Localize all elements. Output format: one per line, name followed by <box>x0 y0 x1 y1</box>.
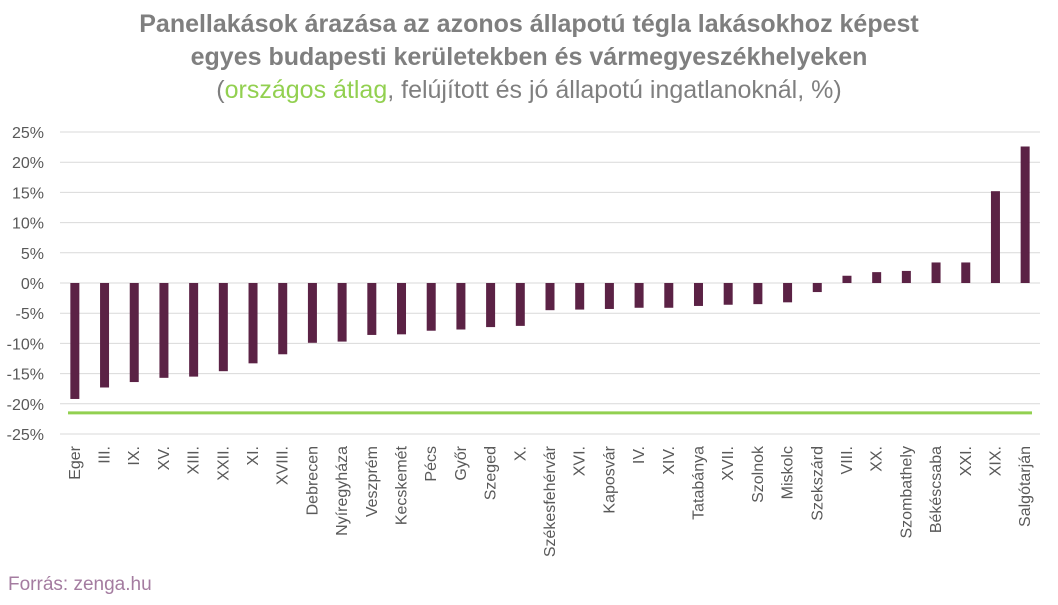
source-note: Forrás: zenga.hu <box>8 574 152 595</box>
bar <box>604 283 614 309</box>
x-tick-label: Szolnok <box>750 445 767 503</box>
subtitle-average-label: országos átlag <box>224 76 388 104</box>
bar <box>783 283 793 303</box>
bar <box>248 283 258 364</box>
x-tick-label: Eger <box>67 445 84 479</box>
bar <box>1020 146 1030 283</box>
bar <box>218 283 228 372</box>
x-tick-label: XIX. <box>987 446 1004 476</box>
x-tick-label: Pécs <box>423 446 440 482</box>
x-tick-label: XXI. <box>958 446 975 476</box>
y-tick-label: 20% <box>12 155 44 172</box>
y-tick-label: 5% <box>21 246 44 263</box>
y-tick-label: 0% <box>21 276 44 293</box>
x-tick-label: Miskolc <box>780 446 797 499</box>
x-tick-label: XIII. <box>186 446 203 474</box>
x-tick-label: XIV. <box>661 446 678 475</box>
y-tick-label: -15% <box>7 367 44 384</box>
x-tick-label: VIII. <box>839 446 856 474</box>
x-tick-label: XV. <box>156 446 173 470</box>
x-tick-label: Szekszárd <box>809 446 826 521</box>
x-tick-label: Debrecen <box>304 446 321 515</box>
x-tick-label: Veszprém <box>364 446 381 517</box>
x-tick-label: XVI. <box>572 446 589 476</box>
bar <box>397 283 407 335</box>
bar <box>990 191 1000 283</box>
bar <box>664 283 674 308</box>
x-tick-label: IV. <box>631 446 648 464</box>
bar <box>189 283 199 377</box>
x-tick-label: Békéscsaba <box>928 446 945 533</box>
x-tick-label: XVIII. <box>275 446 292 485</box>
y-tick-label: 25% <box>12 125 44 142</box>
bar <box>545 283 555 311</box>
y-tick-label: -5% <box>16 306 44 323</box>
x-tick-label: Győr <box>453 445 470 480</box>
x-tick-label: X. <box>512 446 529 461</box>
bar <box>278 283 288 355</box>
bar <box>723 283 733 305</box>
x-tick-label: Szeged <box>483 446 500 500</box>
subtitle-rest: , felújított és jó állapotú ingatlanokná… <box>387 76 842 104</box>
bar <box>575 283 585 310</box>
chart-title-line1: Panellakások árazása az azonos állapotú … <box>139 10 919 38</box>
chart-title: Panellakások árazása az azonos állapotú … <box>0 8 1058 107</box>
bar <box>337 283 347 342</box>
x-tick-label: XI. <box>245 446 262 466</box>
bar <box>486 283 496 328</box>
x-tick-label: Salgótarján <box>1017 446 1034 527</box>
x-tick-label: Székesfehérvár <box>542 445 559 557</box>
x-tick-label: Tatabánya <box>690 446 707 520</box>
y-tick-label: 10% <box>12 216 44 233</box>
y-tick-label: -10% <box>7 336 44 353</box>
y-tick-label: 15% <box>12 185 44 202</box>
x-tick-label: XXII. <box>215 446 232 481</box>
bar <box>307 283 317 343</box>
bar <box>515 283 525 326</box>
bar <box>367 283 377 335</box>
bar <box>842 275 852 283</box>
bar <box>961 262 971 283</box>
bar <box>159 283 169 378</box>
bar <box>100 283 110 388</box>
x-tick-label: Nyíregyháza <box>334 446 351 536</box>
chart-title-line2: egyes budapesti kerületekben és vármegye… <box>190 43 868 71</box>
bar <box>129 283 139 383</box>
bar <box>901 270 911 283</box>
y-tick-label: -25% <box>7 427 44 444</box>
chart-subtitle: (országos átlag, felújított és jó állapo… <box>0 74 1058 107</box>
bar <box>931 262 941 283</box>
bar <box>693 283 703 306</box>
bar <box>70 283 80 399</box>
x-tick-label: Szombathely <box>898 446 915 539</box>
bar <box>456 283 466 330</box>
subtitle-open: ( <box>216 76 225 104</box>
y-tick-label: -20% <box>7 397 44 414</box>
x-tick-label: IX. <box>126 446 143 466</box>
bar <box>753 283 763 305</box>
x-tick-label: Kecskemét <box>394 445 411 525</box>
x-tick-label: XX. <box>869 446 886 472</box>
x-tick-label: III. <box>97 446 114 464</box>
x-tick-label: XVII. <box>720 446 737 481</box>
bar <box>872 272 882 283</box>
bar <box>812 283 822 293</box>
x-tick-label: Kaposvár <box>601 445 618 513</box>
bar <box>634 283 644 308</box>
bar <box>426 283 436 331</box>
